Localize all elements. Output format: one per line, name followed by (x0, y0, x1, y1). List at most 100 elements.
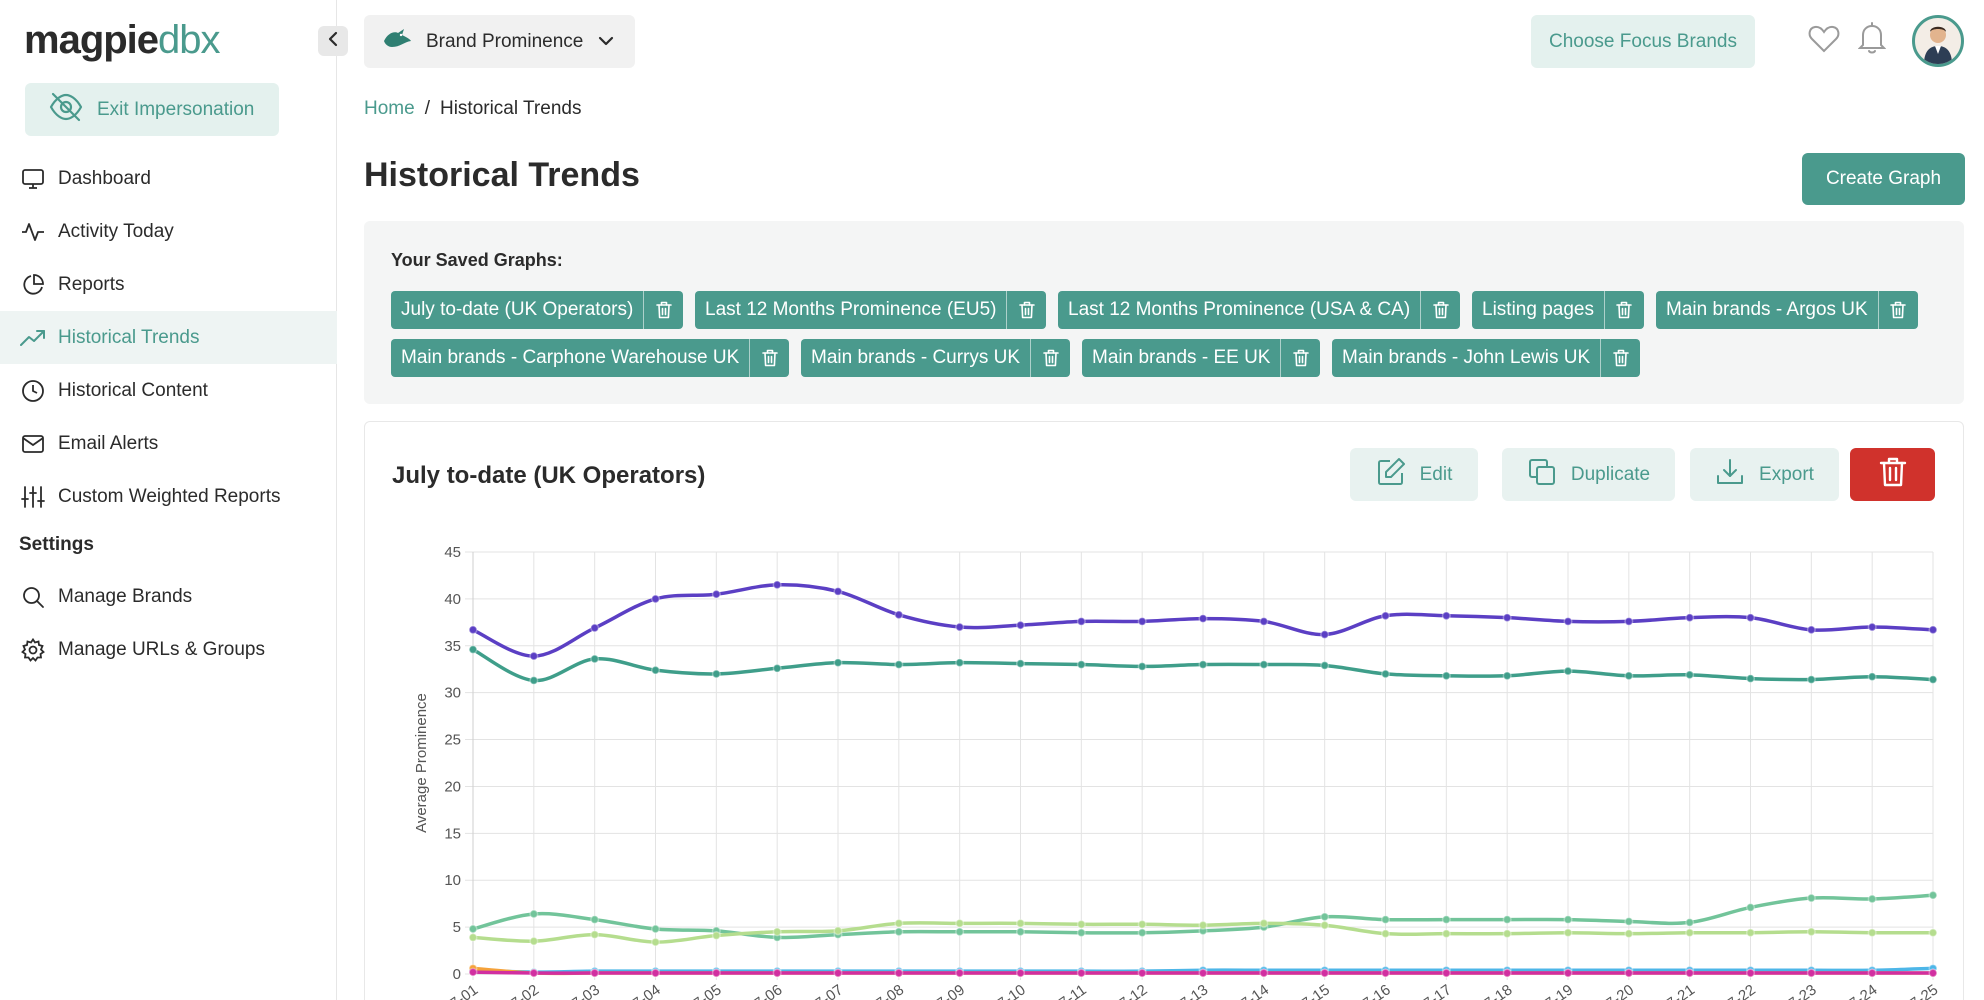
data-point (1441, 968, 1451, 978)
data-point (955, 658, 965, 668)
sidebar-item-dashboard[interactable]: Dashboard (0, 152, 337, 205)
trash-icon (1432, 301, 1449, 319)
data-point (1015, 918, 1026, 928)
data-point (1320, 629, 1330, 640)
saved-graph-chip[interactable]: Main brands - EE UK (1082, 339, 1321, 377)
mail-icon (20, 431, 46, 457)
delete-saved-graph-button[interactable] (1877, 291, 1918, 329)
delete-saved-graph-button[interactable] (1420, 291, 1460, 329)
data-point (1502, 671, 1512, 681)
y-tick-label: 15 (444, 825, 461, 842)
edit-label: Edit (1419, 463, 1453, 485)
sidebar-item-custom-weighted-reports[interactable]: Custom Weighted Reports (0, 470, 337, 523)
saved-graph-chip[interactable]: Main brands - Argos UK (1656, 291, 1918, 329)
delete-saved-graph-button[interactable] (1006, 291, 1046, 329)
sidebar-item-manage-brands[interactable]: Manage Brands (0, 570, 337, 623)
saved-graph-chip[interactable]: Last 12 Months Prominence (USA & CA) (1058, 291, 1461, 329)
sidebar-item-activity-today[interactable]: Activity Today (0, 205, 337, 258)
export-graph-button[interactable]: Export (1690, 448, 1839, 501)
data-point (1563, 915, 1573, 925)
data-point (772, 663, 782, 673)
data-point (772, 927, 782, 937)
y-tick-label: 40 (444, 591, 461, 608)
breadcrumb-home-link[interactable]: Home (364, 98, 415, 119)
trash-icon (1019, 301, 1035, 319)
data-point (1076, 968, 1086, 978)
data-point (590, 623, 600, 633)
sidebar-item-reports[interactable]: Reports (0, 258, 337, 311)
trash-icon (656, 301, 672, 319)
data-point (894, 927, 904, 937)
delete-saved-graph-button[interactable] (1030, 339, 1070, 377)
x-tick-label: 07-15 (1292, 981, 1333, 1000)
avatar[interactable] (1912, 15, 1964, 67)
heart-icon (1808, 25, 1840, 58)
create-graph-button[interactable]: Create Graph (1802, 153, 1965, 205)
data-point (1380, 611, 1391, 621)
x-tick-label: 07-24 (1839, 981, 1880, 1000)
x-tick-label: 07-09 (927, 981, 968, 1000)
sidebar-item-historical-trends[interactable]: Historical Trends (0, 311, 337, 364)
x-tick-label: 07-05 (683, 981, 724, 1000)
brand-selector[interactable]: Brand Prominence (364, 15, 635, 68)
y-axis-title: Average Prominence (413, 693, 430, 833)
data-point (1259, 918, 1269, 928)
data-point (1380, 669, 1391, 679)
collapse-sidebar-button[interactable] (318, 26, 348, 56)
data-point (1198, 968, 1208, 978)
y-tick-label: 25 (444, 732, 461, 749)
choose-focus-brands-button[interactable]: Choose Focus Brands (1531, 15, 1755, 68)
bird-icon (382, 27, 412, 56)
duplicate-graph-button[interactable]: Duplicate (1502, 448, 1675, 501)
export-label: Export (1759, 463, 1814, 485)
data-point (468, 932, 478, 942)
data-point (1441, 611, 1451, 621)
x-tick-label: 07-06 (744, 981, 785, 1000)
x-tick-label: 07-10 (988, 981, 1029, 1000)
edit-graph-button[interactable]: Edit (1350, 448, 1478, 501)
notifications-button[interactable] (1857, 22, 1887, 59)
favorites-button[interactable] (1808, 24, 1840, 59)
data-point (590, 654, 600, 664)
delete-saved-graph-button[interactable] (1603, 291, 1644, 329)
saved-graph-chip[interactable]: Main brands - Carphone Warehouse UK (391, 339, 790, 377)
saved-graph-chip[interactable]: Listing pages (1472, 291, 1644, 329)
gear-icon (20, 637, 46, 663)
saved-graph-chip[interactable]: Last 12 Months Prominence (EU5) (695, 291, 1047, 329)
data-point (711, 968, 721, 978)
data-point (1806, 674, 1816, 685)
sidebar-item-manage-urls-groups[interactable]: Manage URLs & Groups (0, 623, 337, 676)
x-tick-label: 07-25 (1900, 981, 1941, 1000)
sidebar-item-historical-content[interactable]: Historical Content (0, 364, 337, 417)
x-tick-label: 07-20 (1596, 981, 1637, 1000)
delete-saved-graph-button[interactable] (1600, 339, 1640, 377)
delete-saved-graph-button[interactable] (643, 291, 683, 329)
logo[interactable]: magpiedbx (24, 18, 221, 62)
saved-graph-chip[interactable]: July to-date (UK Operators) (391, 291, 684, 329)
x-tick-label: 07-14 (1231, 981, 1272, 1000)
data-point (1685, 928, 1695, 938)
data-point (1685, 670, 1695, 680)
sidebar-item-label: Email Alerts (58, 432, 159, 454)
exit-impersonation-button[interactable]: Exit Impersonation (25, 83, 279, 136)
data-point (1928, 625, 1938, 635)
data-point (1380, 968, 1391, 978)
data-point (1624, 929, 1634, 939)
data-point (1563, 968, 1573, 978)
data-point (1502, 613, 1512, 623)
y-tick-label: 5 (453, 919, 461, 936)
data-point (955, 927, 965, 937)
delete-saved-graph-button[interactable] (749, 339, 789, 377)
saved-graph-label: Main brands - Argos UK (1666, 299, 1868, 320)
data-point (1198, 659, 1208, 670)
data-point (1624, 968, 1634, 978)
delete-graph-button[interactable] (1850, 448, 1935, 501)
saved-graph-chip[interactable]: Main brands - John Lewis UK (1332, 339, 1641, 377)
sidebar-item-email-alerts[interactable]: Email Alerts (0, 417, 337, 470)
data-point (833, 586, 843, 596)
saved-graph-chip[interactable]: Main brands - Currys UK (801, 339, 1071, 377)
data-point (1624, 916, 1634, 927)
delete-saved-graph-button[interactable] (1280, 339, 1320, 377)
data-point (772, 580, 782, 590)
data-point (1685, 917, 1695, 927)
